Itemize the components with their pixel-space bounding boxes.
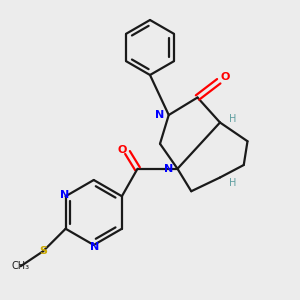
Text: N: N — [90, 242, 100, 253]
Text: O: O — [220, 73, 230, 82]
Text: H: H — [229, 114, 236, 124]
Text: O: O — [118, 145, 127, 155]
Text: H: H — [229, 178, 236, 188]
Text: CH₃: CH₃ — [11, 261, 30, 271]
Text: N: N — [155, 110, 165, 120]
Text: S: S — [39, 246, 47, 256]
Text: N: N — [164, 164, 173, 174]
Text: N: N — [60, 190, 69, 200]
